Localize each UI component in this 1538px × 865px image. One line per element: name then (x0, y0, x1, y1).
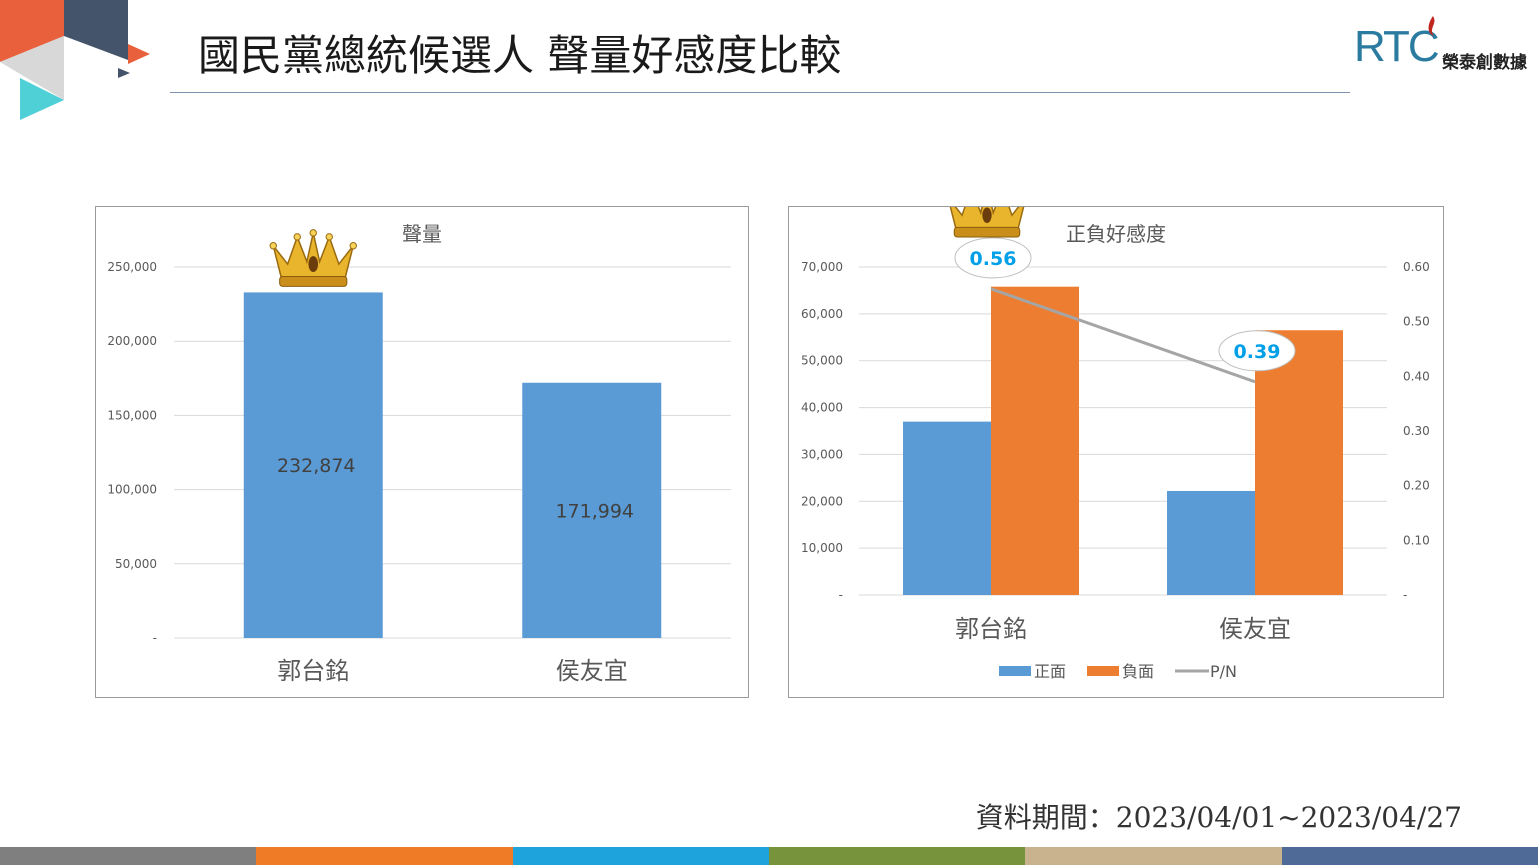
page-title: 國民黨總統候選人 聲量好感度比較 (198, 31, 842, 80)
volume-chart: 聲量 - 50,000 100,000 150,000 200,000 250,000 232… (107, 222, 731, 685)
chart-title: 正負好感度 (1066, 222, 1166, 246)
y2-tick-label: 0.30 (1403, 424, 1430, 438)
y-tick-label: 40,000 (801, 401, 843, 415)
volume-chart-panel: 聲量 - 50,000 100,000 150,000 200,000 250,000 232… (95, 206, 749, 698)
strip-segment (768, 847, 1026, 865)
pn-label-bubble (954, 237, 1032, 279)
y-tick-label: 100,000 (107, 483, 157, 497)
pn-line (990, 287, 1256, 384)
y2-tick-label: 0.40 (1403, 369, 1430, 383)
corner-logo-shapes (0, 0, 150, 120)
y-tick-label: 60,000 (801, 307, 843, 321)
pn-data-label: 0.39 (1234, 341, 1281, 363)
data-label: 232,874 (277, 455, 356, 477)
pn-data-label: 0.56 (970, 248, 1017, 270)
y-tick-label: 10,000 (801, 541, 843, 555)
sentiment-chart-panel: 正負好感度 - 10,000 20,000 30,000 40,000 50,000 60,0… (788, 181, 1444, 698)
crown-icon (944, 181, 1030, 238)
bottom-color-strip (0, 847, 1538, 865)
x-tick-label: 侯友宜 (556, 657, 628, 685)
y2-tick-label: - (1403, 588, 1407, 602)
strip-segment (1281, 847, 1538, 865)
y2-tick-label: 0.50 (1403, 315, 1430, 329)
y-tick-label: 50,000 (801, 354, 843, 368)
sentiment-chart: 正負好感度 - 10,000 20,000 30,000 40,000 50,000 60,0… (801, 181, 1430, 681)
y-tick-label: 250,000 (107, 260, 157, 274)
crown-jewel (308, 256, 319, 273)
strip-segment (1025, 847, 1282, 865)
bar-negative (1255, 330, 1343, 595)
strip-segment (0, 847, 257, 865)
pn-label-bubble (1218, 330, 1296, 372)
x-tick-label: 郭台銘 (955, 615, 1027, 643)
bar-positive (1167, 490, 1255, 595)
legend-swatch (999, 666, 1031, 676)
crown-band (279, 275, 348, 287)
y-tick-label: 70,000 (801, 260, 843, 274)
y-tick-label: - (839, 588, 843, 602)
y-tick-label: 20,000 (801, 494, 843, 508)
bar-positive (903, 421, 991, 595)
legend-label: P/N (1210, 662, 1237, 681)
legend-label: 負面 (1122, 662, 1154, 681)
y-tick-label: 50,000 (115, 557, 157, 571)
brand-name: 榮泰創數據 (1442, 53, 1527, 73)
crown-jewel (982, 207, 992, 223)
crown-band (953, 226, 1021, 238)
legend: 正面 負面 P/N (999, 662, 1237, 681)
crown-icon (269, 229, 357, 287)
data-label: 171,994 (555, 500, 634, 522)
crown-pearl (325, 233, 333, 241)
data-period-label: 資料期間：2023/04/01~2023/04/27 (975, 801, 1462, 834)
flame-icon (1428, 16, 1435, 36)
legend-swatch (1087, 666, 1119, 676)
brand-mark: RTC (1354, 22, 1440, 71)
title-divider (170, 92, 1350, 93)
crown-pearl (349, 242, 357, 250)
legend-label: 正面 (1034, 662, 1066, 681)
crown-pearl (293, 233, 301, 241)
y-tick-label: 30,000 (801, 447, 843, 461)
y-tick-label: - (153, 631, 157, 645)
x-tick-label: 侯友宜 (1219, 615, 1291, 643)
bar (522, 382, 662, 638)
y2-tick-label: 0.10 (1403, 533, 1430, 547)
crown-pearl (269, 242, 277, 250)
crown-pearl (309, 229, 317, 237)
x-tick-label: 郭台銘 (277, 657, 349, 685)
y-tick-label: 150,000 (107, 408, 157, 422)
brand-logo: RTC 榮泰創數據 (1352, 14, 1534, 74)
strip-segment (512, 847, 769, 865)
strip-segment (256, 847, 513, 865)
chart-title: 聲量 (402, 222, 442, 246)
y2-tick-label: 0.20 (1403, 479, 1430, 493)
y-tick-label: 200,000 (107, 334, 157, 348)
bar (243, 292, 383, 638)
y2-tick-label: 0.60 (1403, 260, 1430, 274)
bar-negative (991, 286, 1079, 595)
